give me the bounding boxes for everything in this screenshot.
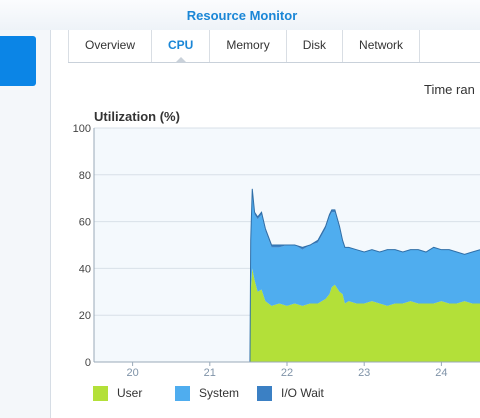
x-tick-label-20: 20 bbox=[126, 367, 138, 379]
x-tick-label-23: 23 bbox=[358, 367, 370, 379]
y-tick-label-0: 0 bbox=[85, 357, 91, 369]
sidebar-active-item[interactable] bbox=[0, 36, 36, 86]
legend-label-user: User bbox=[117, 386, 143, 400]
tab-overview[interactable]: Overview bbox=[68, 30, 151, 62]
area-series-system bbox=[94, 191, 480, 362]
y-tick-label-80: 80 bbox=[79, 170, 91, 182]
legend-label-io-wait: I/O Wait bbox=[281, 386, 324, 400]
x-tick-label-24: 24 bbox=[435, 367, 447, 379]
tab-disk[interactable]: Disk bbox=[285, 30, 342, 62]
legend-swatch-user bbox=[93, 385, 108, 401]
legend-item-system[interactable]: System bbox=[175, 385, 239, 401]
tab-network[interactable]: Network bbox=[342, 30, 421, 62]
window-title: Resource Monitor bbox=[186, 8, 298, 23]
tab-bar-underline bbox=[68, 62, 480, 63]
area-series-top-line bbox=[94, 188, 480, 363]
y-tick-label-40: 40 bbox=[79, 263, 91, 275]
window-titlebar: Resource Monitor bbox=[0, 0, 480, 30]
x-tick-label-22: 22 bbox=[281, 367, 293, 379]
legend-label-system: System bbox=[199, 386, 240, 400]
y-tick-label-60: 60 bbox=[79, 217, 91, 229]
tab-cpu[interactable]: CPU bbox=[151, 30, 209, 63]
tab-memory[interactable]: Memory bbox=[209, 30, 285, 62]
sidebar-divider bbox=[50, 30, 51, 418]
y-tick-label-20: 20 bbox=[79, 310, 91, 322]
left-sidebar bbox=[0, 30, 50, 418]
tab-bar: Overview CPU Memory Disk Network bbox=[68, 30, 421, 63]
area-series-user bbox=[94, 268, 480, 362]
legend-swatch-io-wait bbox=[257, 385, 272, 401]
legend-swatch-system bbox=[175, 385, 190, 401]
chart-title: Utilization (%) bbox=[94, 109, 180, 124]
legend-item-io-wait[interactable]: I/O Wait bbox=[257, 385, 324, 401]
time-range-label[interactable]: Time ran bbox=[424, 82, 475, 97]
legend-item-user[interactable]: User bbox=[93, 385, 142, 401]
y-tick-label-100: 100 bbox=[73, 123, 91, 135]
x-tick-label-21: 21 bbox=[204, 367, 216, 379]
